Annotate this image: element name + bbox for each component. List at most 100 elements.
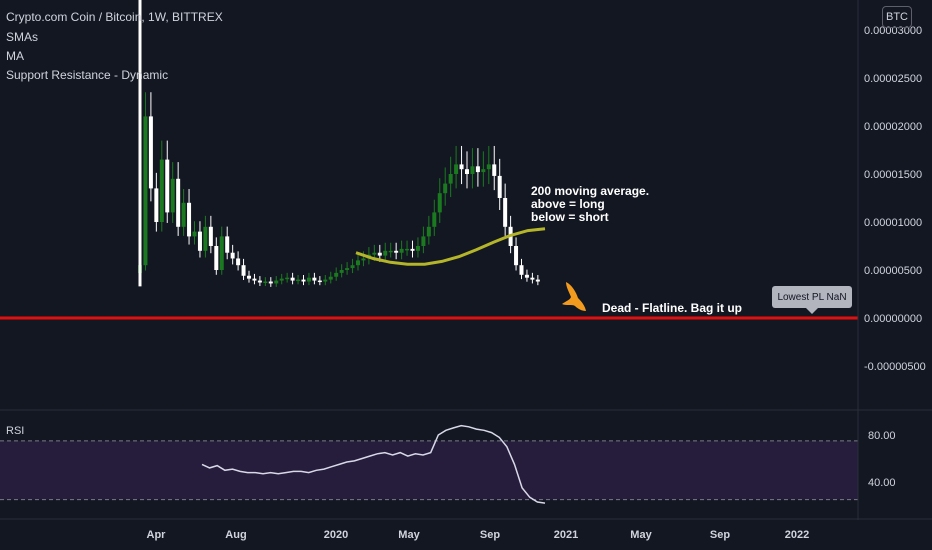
time-tick-label: Sep bbox=[480, 529, 500, 541]
candle-body bbox=[443, 183, 448, 194]
candle-body bbox=[197, 231, 202, 251]
price-tick-label: 0.00000000 bbox=[864, 313, 922, 325]
candle-body bbox=[203, 226, 208, 251]
price-tick-label: 0.00001500 bbox=[864, 169, 922, 181]
time-tick-label: Sep bbox=[710, 529, 730, 541]
candle-body bbox=[148, 116, 153, 189]
candle-body bbox=[530, 277, 535, 280]
time-tick-label: Aug bbox=[225, 529, 246, 541]
candle-body bbox=[377, 252, 382, 256]
time-tick-label: 2020 bbox=[324, 529, 348, 541]
price-tick-label: 0.00000500 bbox=[864, 265, 922, 277]
rsi-band bbox=[0, 440, 858, 500]
indicator-support-resistance[interactable]: Support Resistance - Dynamic bbox=[6, 68, 169, 82]
candle-body bbox=[345, 268, 350, 270]
moving-average-line bbox=[355, 227, 546, 266]
rsi-axis: 80.00 40.00 bbox=[868, 430, 896, 489]
ma-note-line-3: below = short bbox=[531, 210, 609, 224]
candle-body bbox=[519, 265, 524, 275]
candle-body bbox=[388, 250, 393, 253]
candle-body bbox=[328, 276, 333, 280]
candle-body bbox=[415, 246, 420, 251]
candle-body bbox=[334, 272, 339, 277]
price-tick-label: 0.00003000 bbox=[864, 25, 922, 37]
symbol-title[interactable]: Crypto.com Coin / Bitcoin, 1W, BITTREX bbox=[6, 10, 223, 24]
candle-body bbox=[165, 159, 170, 213]
candle-body bbox=[448, 174, 453, 184]
candle-body bbox=[296, 279, 301, 282]
fish-icon bbox=[562, 282, 586, 311]
time-axis[interactable]: Apr Aug 2020 May Sep 2021 May Sep 2022 bbox=[147, 529, 810, 541]
candlestick-series bbox=[138, 0, 540, 287]
rsi-tick-label: 80.00 bbox=[868, 430, 896, 442]
candle-body bbox=[268, 281, 273, 284]
candle-body bbox=[432, 212, 437, 227]
support-label[interactable]: Lowest PL NaN bbox=[772, 286, 852, 314]
candle-body bbox=[306, 277, 311, 282]
candle-body bbox=[323, 279, 328, 282]
candle-body bbox=[459, 164, 464, 170]
candle-body bbox=[492, 164, 497, 176]
candle-body bbox=[497, 175, 502, 198]
candle-body bbox=[437, 193, 442, 213]
candle-body bbox=[252, 278, 257, 281]
price-tick-label: 0.00001000 bbox=[864, 217, 922, 229]
candle-body bbox=[247, 275, 251, 279]
candle-body bbox=[535, 279, 540, 282]
candle-body bbox=[154, 188, 159, 222]
rsi-title: RSI bbox=[6, 425, 24, 437]
flatline-note: Dead - Flatline. Bag it up bbox=[602, 301, 743, 315]
candle-body bbox=[301, 279, 306, 282]
candle-body bbox=[503, 198, 508, 227]
candle-body bbox=[317, 280, 322, 283]
candle-body bbox=[181, 202, 186, 227]
candle-body bbox=[214, 246, 219, 270]
candle-body bbox=[263, 281, 268, 284]
candle-body bbox=[159, 159, 164, 222]
candle-body bbox=[394, 250, 399, 253]
candle-body bbox=[421, 236, 426, 246]
price-tick-label: 0.00002000 bbox=[864, 121, 922, 133]
candle-body bbox=[176, 178, 181, 227]
candle-body bbox=[410, 248, 415, 251]
rsi-tick-label: 40.00 bbox=[868, 477, 896, 489]
ma-note-line-2: above = long bbox=[531, 197, 605, 211]
candle-body bbox=[143, 116, 148, 266]
candle-body bbox=[361, 258, 366, 261]
candle-body bbox=[350, 265, 355, 269]
ma-note-line-1: 200 moving average. bbox=[531, 184, 650, 198]
candle-body bbox=[372, 252, 377, 255]
candle-body bbox=[514, 246, 519, 266]
candle-body bbox=[187, 202, 192, 237]
candle-body bbox=[426, 226, 431, 237]
candle-body bbox=[481, 169, 486, 173]
candle-body bbox=[236, 258, 241, 266]
candle-body bbox=[290, 277, 295, 281]
candle-body bbox=[230, 252, 235, 259]
candle-body bbox=[285, 277, 290, 280]
candle-body bbox=[356, 260, 360, 266]
price-tick-label: 0.00002500 bbox=[864, 73, 922, 85]
indicator-ma[interactable]: MA bbox=[6, 49, 24, 63]
candle-body bbox=[274, 280, 279, 284]
candle-body bbox=[475, 166, 480, 173]
time-tick-label: Apr bbox=[147, 529, 167, 541]
candle-body bbox=[257, 280, 262, 283]
time-tick-label: May bbox=[398, 529, 420, 541]
candle-body bbox=[405, 248, 410, 251]
price-axis[interactable]: -0.00000500 0.00000000 0.00000500 0.0000100… bbox=[864, 25, 926, 373]
candle-body bbox=[219, 236, 224, 270]
indicator-smas[interactable]: SMAs bbox=[6, 30, 39, 44]
rsi-line bbox=[201, 424, 546, 504]
candle-body bbox=[465, 169, 469, 174]
candle-body bbox=[225, 236, 230, 253]
candle-body bbox=[454, 164, 459, 174]
candle-body bbox=[312, 277, 317, 281]
candle-body bbox=[524, 274, 529, 278]
candle-body bbox=[279, 278, 284, 281]
time-tick-label: May bbox=[630, 529, 652, 541]
currency-badge[interactable]: BTC bbox=[882, 6, 912, 28]
candle-body bbox=[383, 250, 388, 256]
candle-body bbox=[170, 178, 175, 213]
